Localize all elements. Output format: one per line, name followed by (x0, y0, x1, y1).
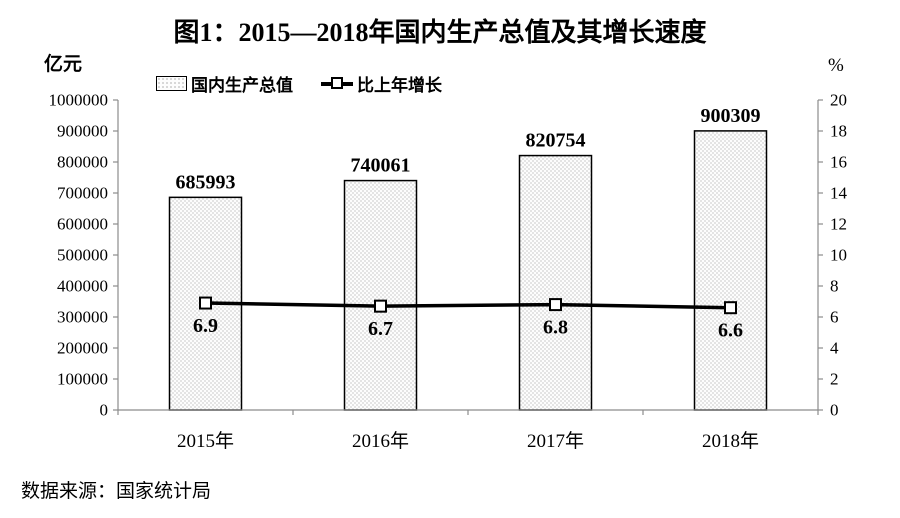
right-axis-tick-label: 2 (830, 370, 839, 389)
growth-value-label: 6.7 (368, 318, 393, 340)
right-axis-unit-label: % (828, 55, 844, 76)
growth-value-label: 6.8 (543, 317, 568, 339)
left-axis-tick-label: 800000 (57, 153, 108, 172)
right-axis-tick-label: 8 (830, 277, 839, 296)
gdp-bar (693, 130, 768, 411)
chart-legend: 国内生产总值 比上年增长 (156, 71, 442, 96)
growth-value-label: 6.9 (193, 315, 218, 337)
left-axis-tick-label: 300000 (57, 308, 108, 327)
right-axis-tick-label: 0 (830, 401, 839, 420)
left-axis-tick-label: 700000 (57, 184, 108, 203)
x-axis-category-label: 2018年 (702, 430, 759, 452)
gdp-bar (343, 179, 418, 411)
legend-label-gdp: 国内生产总值 (191, 76, 293, 95)
left-axis-tick-label: 400000 (57, 277, 108, 296)
legend-item-growth: 比上年增长 (321, 71, 442, 96)
left-axis-tick-label: 200000 (57, 339, 108, 358)
bar-value-label: 740061 (351, 155, 411, 177)
legend-label-growth: 比上年增长 (357, 76, 442, 95)
bar-value-label: 820754 (526, 130, 586, 152)
right-axis-tick-label: 6 (830, 308, 839, 327)
right-axis-tick-label: 4 (830, 339, 839, 358)
bar-value-label: 900309 (701, 105, 761, 127)
right-axis-tick-label: 14 (830, 184, 848, 203)
gdp-bar (518, 154, 593, 411)
gdp-bar-swatch-icon (156, 76, 187, 91)
bar-value-label: 685993 (176, 171, 236, 193)
legend-item-gdp: 国内生产总值 (156, 71, 293, 96)
growth-line-swatch-icon (321, 77, 353, 90)
left-axis-tick-label: 900000 (57, 122, 108, 141)
growth-line-marker (724, 301, 737, 315)
x-axis-category-label: 2015年 (177, 430, 234, 452)
left-axis-tick-label: 1000000 (49, 91, 109, 110)
left-axis-unit-label: 亿元 (44, 54, 83, 75)
growth-line-marker (374, 299, 387, 313)
left-axis-tick-label: 100000 (57, 370, 108, 389)
x-axis-category-label: 2017年 (527, 430, 584, 452)
chart-plot-area: 685993 740061 820754 900309 0 100000 200000 300… (49, 91, 848, 453)
right-axis-tick-label: 12 (830, 215, 847, 234)
growth-value-label: 6.6 (718, 320, 743, 342)
x-axis-category-label: 2016年 (352, 430, 409, 452)
right-axis-tick-label: 16 (830, 153, 847, 172)
right-axis-tick-label: 18 (830, 122, 847, 141)
growth-line-marker (199, 296, 212, 310)
left-axis-tick-label: 0 (100, 401, 109, 420)
left-axis-tick-label: 600000 (57, 215, 108, 234)
chart-title: 图1：2015—2018年国内生产总值及其增长速度 (173, 18, 707, 47)
growth-line-marker (549, 298, 562, 312)
growth-line (205, 301, 731, 310)
left-axis-tick-label: 500000 (57, 246, 108, 265)
right-axis-tick-label: 20 (830, 91, 847, 110)
data-source: 数据来源：国家统计局 (21, 481, 212, 502)
right-axis-tick-label: 10 (830, 246, 847, 265)
